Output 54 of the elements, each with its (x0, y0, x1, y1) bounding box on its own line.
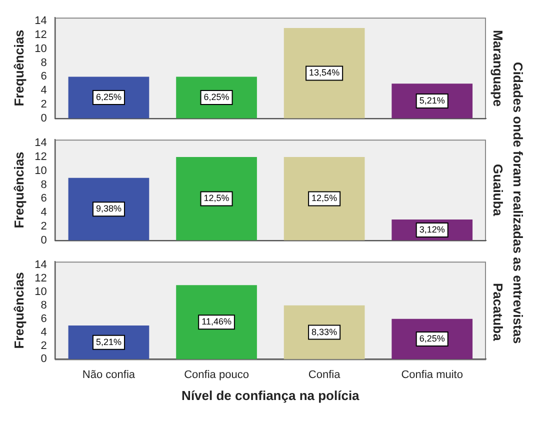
y-tick-label: 8 (40, 299, 47, 312)
x-tick-label: Confia pouco (184, 368, 249, 381)
y-tick-label: 10 (34, 164, 47, 177)
bar (284, 305, 365, 360)
annotation: 12,5% (204, 193, 230, 204)
y-tick-label: 6 (40, 70, 47, 83)
bar (284, 28, 365, 118)
y-tick-label: 8 (40, 178, 47, 191)
bar (284, 156, 365, 240)
y-tick-label: 12 (34, 272, 47, 284)
y-tick-label: 2 (40, 98, 47, 111)
bar (176, 156, 257, 240)
x-axis-title: Nível de confiança na polícia (182, 388, 360, 403)
y-tick-label: 12 (34, 151, 47, 164)
x-tick-label: Confia (308, 368, 342, 381)
annotation: 8,33% (312, 326, 338, 337)
annotation: 6,25% (96, 92, 122, 102)
y-tick-label: 6 (40, 192, 47, 205)
y-tick-label: 14 (34, 258, 47, 271)
annotation: 5,21% (96, 336, 122, 347)
text: Guaiuba (490, 164, 506, 216)
y-tick-label: 2 (40, 220, 47, 233)
y-tick-label: 10 (34, 42, 47, 55)
annotation: 9,38% (96, 204, 122, 214)
annotation: 13,54% (309, 68, 340, 78)
x-tick-label: Confia muito (401, 368, 463, 381)
y-tick-label: 14 (34, 137, 47, 150)
y-axis-title: Frequências (11, 152, 26, 228)
y-tick-label: 4 (40, 84, 47, 97)
text: Pacatuba (490, 283, 506, 341)
y-tick-label: 0 (40, 112, 47, 124)
annotation: 6,25% (419, 333, 445, 344)
y-tick-label: 12 (34, 29, 47, 42)
y-tick-label: 2 (40, 340, 47, 352)
annotation: 5,21% (419, 96, 445, 106)
y-tick-label: 0 (40, 353, 47, 366)
y-tick-label: 10 (34, 286, 47, 298)
y2-axis-title: Cidades onde foram realizadas as entrevistas (510, 62, 526, 344)
y-tick-label: 0 (40, 234, 47, 246)
x-tick-label: Não confia (82, 368, 136, 381)
y-tick-label: 6 (40, 312, 47, 325)
y-tick-label: 4 (40, 206, 47, 219)
annotation: 6,25% (204, 92, 230, 102)
y-axis-title: Frequências (11, 30, 26, 106)
bar (68, 178, 150, 240)
annotation: 3,12% (419, 224, 445, 234)
text: Maranguape (490, 30, 506, 106)
annotation: 11,46% (202, 316, 232, 327)
annotation: 12,5% (312, 193, 338, 204)
y-axis-title: Frequências (11, 272, 26, 349)
y-tick-label: 14 (34, 15, 47, 28)
y-tick-label: 8 (40, 56, 47, 69)
y-tick-label: 4 (40, 326, 47, 338)
bar (176, 285, 257, 360)
